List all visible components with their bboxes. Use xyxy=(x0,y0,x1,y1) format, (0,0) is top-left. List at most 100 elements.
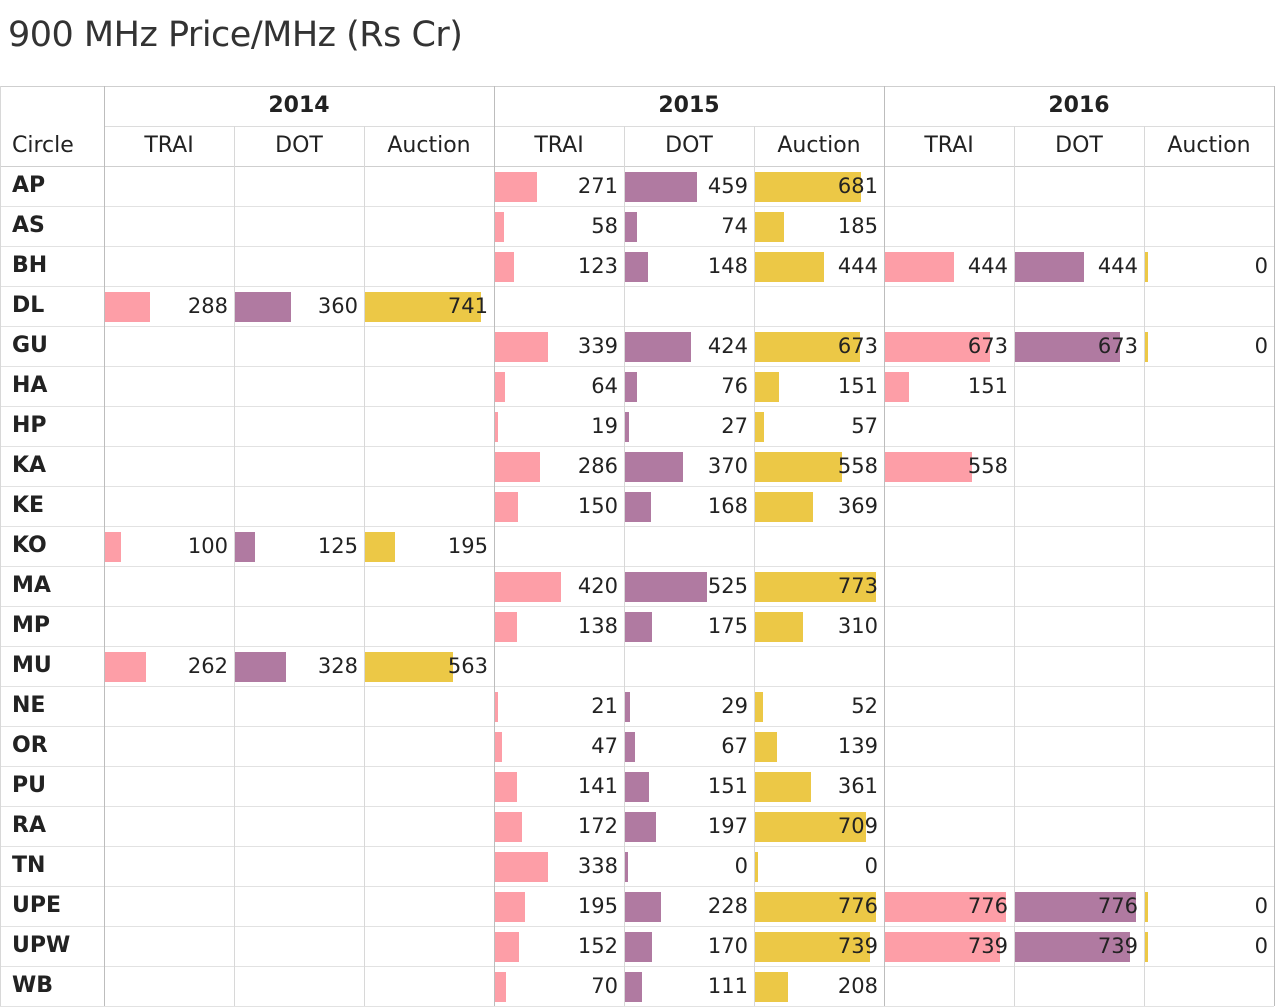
measure-header-trai: TRAI xyxy=(924,133,974,158)
circle-label-ap: AP xyxy=(12,173,46,198)
bar-dot xyxy=(1015,892,1136,922)
value-label: 76 xyxy=(721,374,748,398)
circle-label-ne: NE xyxy=(12,693,46,718)
bar-dot xyxy=(625,172,697,202)
value-label: 0 xyxy=(1254,894,1268,918)
measure-divider xyxy=(234,126,235,1006)
year-header-2016: 2016 xyxy=(1048,93,1110,118)
bar-auction xyxy=(755,612,803,642)
bar-trai xyxy=(495,732,502,762)
bar-trai xyxy=(495,972,506,1002)
bar-dot xyxy=(1015,252,1084,282)
value-label: 27 xyxy=(721,414,748,438)
bar-auction xyxy=(755,452,842,482)
value-label: 52 xyxy=(851,694,878,718)
bar-trai xyxy=(495,452,540,482)
circle-label-ma: MA xyxy=(12,573,51,598)
row-divider xyxy=(0,206,1274,207)
value-label: 459 xyxy=(707,174,748,198)
year-header-divider xyxy=(104,126,1274,127)
bar-dot xyxy=(625,332,691,362)
bar-auction xyxy=(755,252,824,282)
table-top-border xyxy=(0,86,1274,87)
circle-label-tn: TN xyxy=(12,853,46,878)
bar-trai xyxy=(495,252,514,282)
bar-trai xyxy=(495,412,498,442)
value-label: 125 xyxy=(317,534,358,558)
circle-label-upw: UPW xyxy=(12,933,71,958)
bar-trai xyxy=(885,332,990,362)
value-label: 67 xyxy=(721,734,748,758)
circle-label-upe: UPE xyxy=(12,893,62,918)
value-label: 100 xyxy=(187,534,228,558)
value-label: 673 xyxy=(967,334,1008,358)
value-label: 420 xyxy=(577,574,618,598)
measure-header-auction: Auction xyxy=(1167,133,1251,158)
value-label: 558 xyxy=(967,454,1008,478)
bar-trai xyxy=(495,692,498,722)
bar-auction xyxy=(365,652,453,682)
value-label: 370 xyxy=(707,454,748,478)
bar-trai xyxy=(885,252,954,282)
value-label: 0 xyxy=(1254,254,1268,278)
value-label: 361 xyxy=(837,774,878,798)
bar-trai xyxy=(495,372,505,402)
value-label: 525 xyxy=(707,574,748,598)
value-label: 262 xyxy=(187,654,228,678)
value-label: 776 xyxy=(967,894,1008,918)
circle-label-ha: HA xyxy=(12,373,48,398)
value-label: 338 xyxy=(577,854,618,878)
circle-label-dl: DL xyxy=(12,293,45,318)
row-divider xyxy=(0,446,1274,447)
bar-trai xyxy=(885,372,909,402)
value-label: 172 xyxy=(577,814,618,838)
bar-dot xyxy=(625,212,637,242)
row-divider xyxy=(0,366,1274,367)
measure-header-dot: DOT xyxy=(1055,133,1103,158)
year-header-2014: 2014 xyxy=(268,93,330,118)
value-label: 310 xyxy=(837,614,878,638)
bar-auction xyxy=(755,932,870,962)
value-label: 74 xyxy=(721,214,748,238)
value-label: 208 xyxy=(837,974,878,998)
measure-header-auction: Auction xyxy=(387,133,471,158)
value-label: 424 xyxy=(707,334,748,358)
bar-auction xyxy=(755,372,779,402)
value-label: 0 xyxy=(1254,334,1268,358)
bar-auction xyxy=(1145,892,1148,922)
bar-auction xyxy=(1145,252,1148,282)
bar-dot xyxy=(625,492,651,522)
bar-auction xyxy=(755,332,860,362)
bar-trai xyxy=(495,812,522,842)
row-divider xyxy=(0,766,1274,767)
row-divider xyxy=(0,486,1274,487)
value-label: 681 xyxy=(837,174,878,198)
value-label: 195 xyxy=(577,894,618,918)
row-divider xyxy=(0,526,1274,527)
value-label: 152 xyxy=(577,934,618,958)
value-label: 776 xyxy=(837,894,878,918)
row-divider xyxy=(0,246,1274,247)
value-label: 19 xyxy=(591,414,618,438)
value-label: 558 xyxy=(837,454,878,478)
value-label: 185 xyxy=(837,214,878,238)
value-label: 288 xyxy=(187,294,228,318)
bar-trai xyxy=(495,772,517,802)
bar-dot xyxy=(625,892,661,922)
row-divider xyxy=(0,966,1274,967)
value-label: 271 xyxy=(577,174,618,198)
value-label: 151 xyxy=(707,774,748,798)
measure-divider xyxy=(1144,126,1145,1006)
value-label: 673 xyxy=(837,334,878,358)
row-divider xyxy=(0,1006,1274,1007)
bar-dot xyxy=(625,612,652,642)
bar-dot xyxy=(235,652,286,682)
circle-label-bh: BH xyxy=(12,253,48,278)
measure-header-dot: DOT xyxy=(665,133,713,158)
value-label: 369 xyxy=(837,494,878,518)
row-divider xyxy=(0,886,1274,887)
row-divider xyxy=(0,166,1274,167)
value-label: 0 xyxy=(864,854,878,878)
circle-label-gu: GU xyxy=(12,333,48,358)
bar-dot xyxy=(625,772,649,802)
